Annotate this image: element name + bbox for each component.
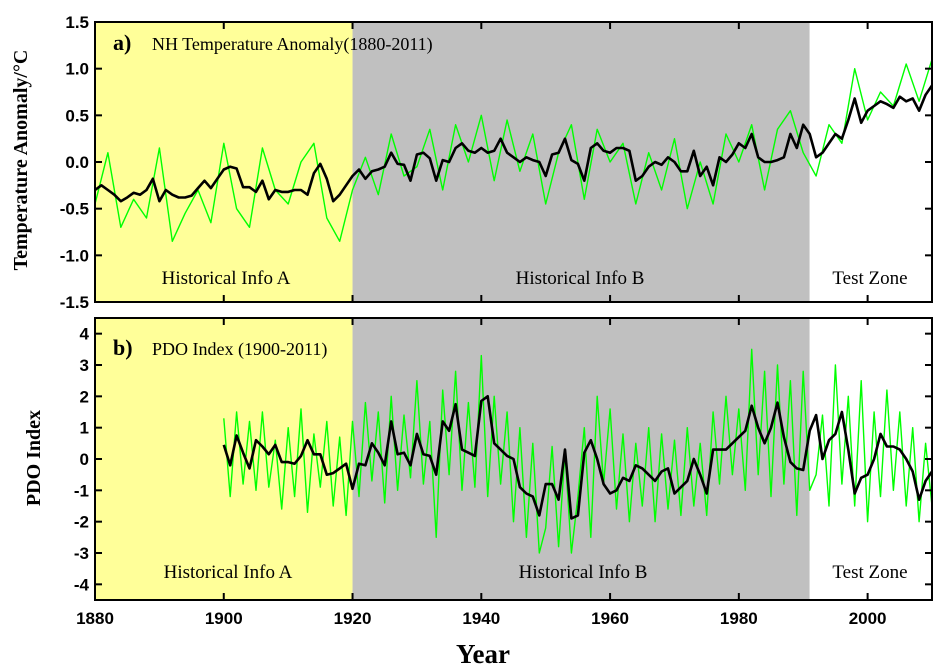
panel-a-zone-a-label: Historical Info A <box>162 268 291 289</box>
panel-a-y-tick-label: 0.5 <box>65 106 89 125</box>
panel-a-y-tick-label: -1.5 <box>60 293 89 312</box>
panel-b-y-tick-label: -2 <box>74 513 89 532</box>
panel-a: 1.5 1.0 0.5 0.0 -0.5 -1.0 -1.5 a) NH Temperatu… <box>10 13 933 312</box>
panel-b-x-tick-label: 1900 <box>205 609 243 628</box>
panel-a-y-axis-label: Temperature Anomaly/°C <box>10 50 32 271</box>
panel-a-zone-1 <box>352 22 810 302</box>
panel-b: 4 3 2 1 0 -1 -2 -3 -4 1880 1900 1920 1940 1960 1980 20… <box>23 317 933 628</box>
panel-a-y-tick-label: 0.0 <box>65 153 89 172</box>
panel-b-zone-test-label: Test Zone <box>832 562 907 583</box>
panel-a-monthly-series <box>94 59 933 243</box>
panel-b-title: PDO Index (1900-2011) <box>152 339 327 360</box>
panel-b-y-tick-label: 0 <box>80 450 89 469</box>
panel-a-letter: a) <box>113 30 131 55</box>
panel-b-zone-a-label: Historical Info A <box>164 562 293 583</box>
panel-b-x-tick-label: 2000 <box>849 609 887 628</box>
panel-b-x-tick-label: 1940 <box>462 609 500 628</box>
panel-b-zone-0 <box>95 318 353 600</box>
panel-b-y-tick-label: 2 <box>80 387 89 406</box>
panel-a-zone-b-label: Historical Info B <box>516 268 645 289</box>
panel-a-zones <box>95 22 932 302</box>
panel-b-annual-series <box>222 394 933 520</box>
panel-b-zone-b-label: Historical Info B <box>519 562 648 583</box>
panel-b-x-ticks: 1880 1900 1920 1940 1960 1980 2000 <box>76 318 887 628</box>
panel-a-y-ticks: 1.5 1.0 0.5 0.0 -0.5 -1.0 -1.5 <box>60 13 932 312</box>
panel-b-monthly-series <box>223 348 933 554</box>
x-axis-title: Year <box>456 639 510 667</box>
panel-b-x-tick-label: 1960 <box>591 609 629 628</box>
panel-b-x-tick-label: 1980 <box>720 609 758 628</box>
panel-b-x-tick-label: 1920 <box>334 609 372 628</box>
panel-b-y-tick-label: -1 <box>74 481 89 500</box>
panel-a-annual-line <box>94 84 933 203</box>
panel-b-y-tick-label: -3 <box>74 544 89 563</box>
panel-b-y-ticks: 4 3 2 1 0 -1 -2 -3 -4 <box>74 325 932 594</box>
panel-a-y-tick-label: -1.0 <box>60 246 89 265</box>
panel-b-y-axis-label: PDO Index <box>23 410 45 506</box>
panel-a-annual-series <box>94 84 933 203</box>
panel-b-y-tick-label: 3 <box>80 356 89 375</box>
panel-a-y-tick-label: 1.5 <box>65 13 89 32</box>
panel-b-y-tick-label: 1 <box>80 419 89 438</box>
panel-b-x-tick-label: 1880 <box>76 609 114 628</box>
panel-a-zone-0 <box>95 22 353 302</box>
panel-b-letter: b) <box>113 335 133 360</box>
panel-a-monthly-line <box>94 59 933 243</box>
panel-a-x-ticks <box>94 22 869 302</box>
panel-a-zone-test-label: Test Zone <box>832 268 907 289</box>
panel-b-y-tick-label: -4 <box>74 575 90 594</box>
panel-a-y-tick-label: 1.0 <box>65 60 89 79</box>
panel-a-title: NH Temperature Anomaly(1880-2011) <box>152 34 433 55</box>
panel-a-y-tick-label: -0.5 <box>60 200 89 219</box>
panel-a-zone-2 <box>809 22 932 302</box>
panel-b-annual-line <box>222 394 933 520</box>
panel-b-monthly-line <box>223 348 933 554</box>
panel-b-y-tick-label: 4 <box>80 325 90 344</box>
